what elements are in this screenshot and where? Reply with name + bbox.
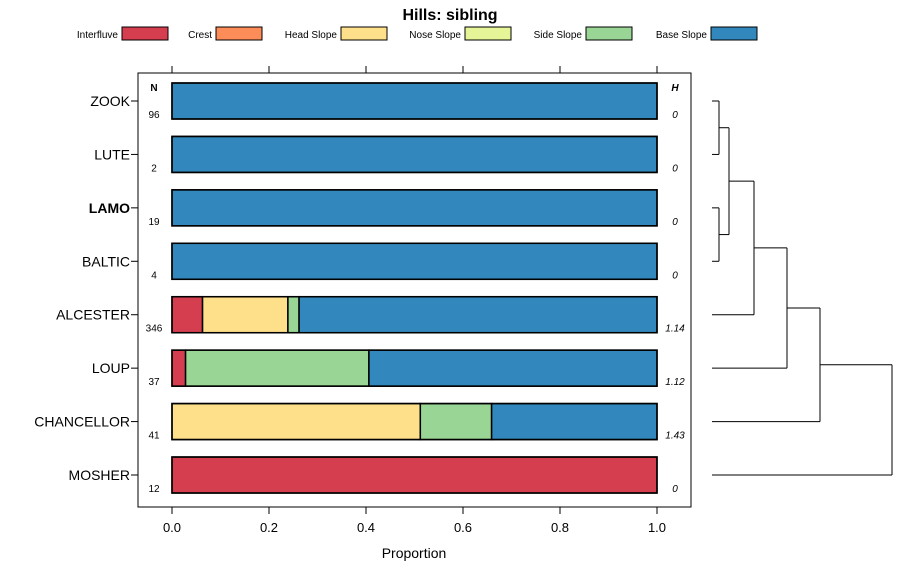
legend-label-side-slope: Side Slope (534, 30, 583, 41)
bars (171, 82, 658, 494)
legend-swatch-nose-slope (464, 26, 512, 41)
bar-segment-mosher-interfluve (171, 456, 658, 494)
bar-outline-mosher (171, 456, 658, 494)
bar-segment-alcester-interfluve (171, 295, 204, 334)
n-value-lute: 2 (151, 163, 157, 174)
x-tick-label: 1.0 (648, 520, 666, 535)
category-label-zook: ZOOK (90, 93, 130, 109)
category-label-loup: LOUP (92, 360, 130, 376)
legend-swatch-head-slope (340, 26, 388, 41)
bar-outline-lamo (171, 189, 658, 227)
bar-outline-baltic (171, 242, 658, 281)
bar-segment-alcester-side-slope (287, 295, 300, 334)
bar-outline-zook (171, 82, 658, 120)
plot-frame (137, 72, 692, 508)
n-value-zook: 96 (148, 110, 160, 121)
dendrogram (712, 100, 893, 476)
bar-segment-lamo-base-slope (171, 189, 658, 227)
h-value-zook: 0 (672, 110, 678, 121)
category-labels: ZOOK 96 0 LUTE 2 0 LAMO 19 0 BALTIC 4 0 ALCESTER 346 1… (34, 93, 685, 495)
n-value-alcester: 346 (146, 324, 163, 335)
bar-outline-alcester (171, 295, 658, 334)
legend-label-nose-slope: Nose Slope (409, 30, 461, 41)
n-value-lamo: 19 (148, 217, 160, 228)
h-value-lute: 0 (672, 163, 678, 174)
bar-segment-loup-interfluve (171, 349, 187, 387)
x-axis-title: Proportion (382, 545, 447, 561)
bar-segment-alcester-head-slope (201, 295, 289, 334)
n-column-header: N (150, 83, 157, 94)
legend-swatch-crest (215, 26, 263, 41)
bar-segment-lute-base-slope (171, 135, 658, 174)
x-axis: 0.0 0.2 0.4 0.6 0.8 1.0 (131, 66, 666, 535)
legend-label-interfluve: Interfluve (77, 30, 119, 41)
x-tick-label: 0.8 (551, 520, 569, 535)
bar-segment-loup-side-slope (184, 349, 370, 387)
x-tick-label: 0.4 (357, 520, 375, 535)
category-label-lamo: LAMO (89, 200, 130, 216)
h-value-chancellor: 1.43 (665, 431, 685, 442)
h-column-header: H (671, 83, 679, 94)
n-value-loup: 37 (148, 377, 160, 388)
n-value-baltic: 4 (151, 270, 157, 281)
h-value-lamo: 0 (672, 217, 678, 228)
legend-label-base-slope: Base Slope (656, 30, 708, 41)
legend-label-crest: Crest (188, 30, 212, 41)
category-label-mosher: MOSHER (69, 467, 130, 483)
legend-label-head-slope: Head Slope (285, 30, 338, 41)
bar-segment-chancellor-base-slope (490, 402, 658, 441)
bar-outline-lute (171, 135, 658, 174)
bar-segment-baltic-base-slope (171, 242, 658, 281)
h-value-alcester: 1.14 (665, 324, 685, 335)
h-value-loup: 1.12 (665, 377, 685, 388)
bar-segment-alcester-base-slope (298, 295, 658, 334)
legend-swatch-interfluve (121, 26, 169, 41)
category-label-lute: LUTE (94, 146, 130, 162)
bar-segment-chancellor-side-slope (419, 402, 493, 441)
legend-swatch-side-slope (585, 26, 633, 41)
chart-title: Hills: sibling (402, 7, 497, 24)
x-tick-label: 0.2 (260, 520, 278, 535)
legend-swatch-base-slope (710, 26, 758, 41)
category-label-baltic: BALTIC (82, 253, 130, 269)
h-value-baltic: 0 (672, 270, 678, 281)
bar-outline-loup (171, 349, 658, 387)
category-label-chancellor: CHANCELLOR (34, 414, 130, 430)
h-value-mosher: 0 (672, 484, 678, 495)
bar-outline-chancellor (171, 402, 658, 441)
n-value-chancellor: 41 (148, 431, 160, 442)
x-tick-label: 0.0 (163, 520, 181, 535)
bar-segment-chancellor-head-slope (171, 402, 422, 441)
bar-segment-loup-base-slope (368, 349, 658, 387)
n-value-mosher: 12 (148, 484, 160, 495)
x-tick-label: 0.6 (454, 520, 472, 535)
bar-segment-zook-base-slope (171, 82, 658, 120)
legend: Interfluve Crest Head Slope Nose Slope Side … (77, 26, 758, 41)
category-label-alcester: ALCESTER (56, 307, 130, 323)
